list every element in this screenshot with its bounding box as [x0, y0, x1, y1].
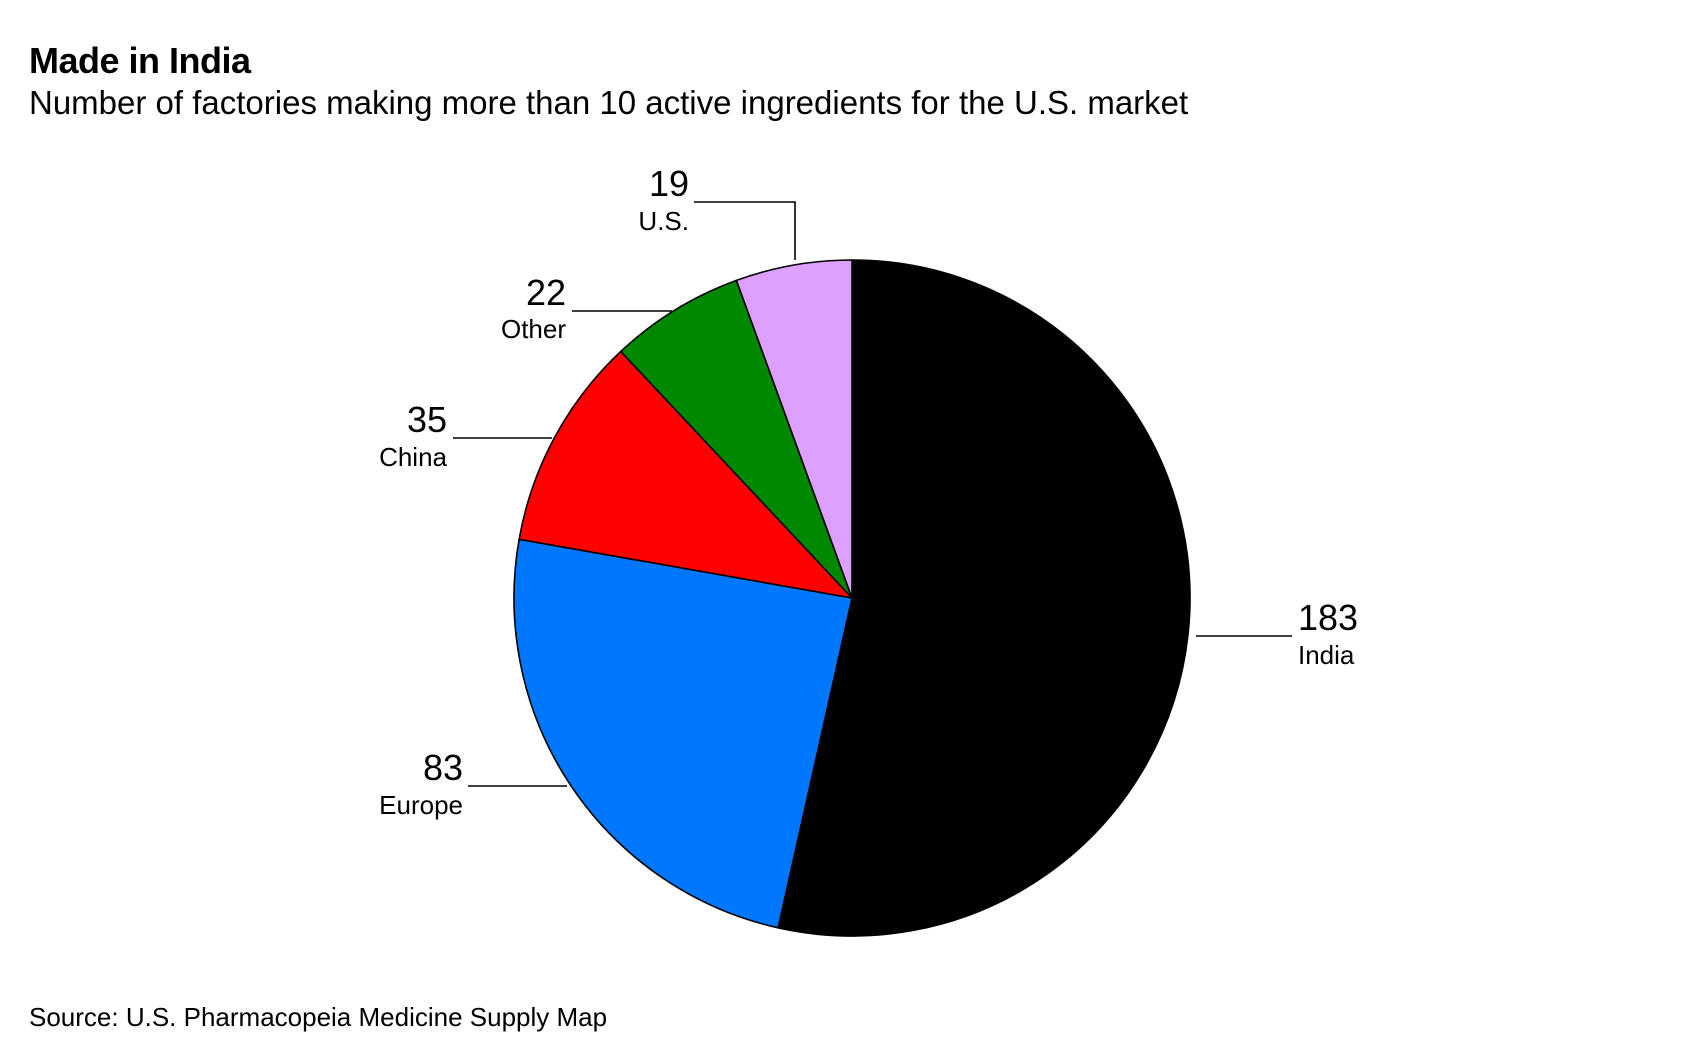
pie-slices	[513, 259, 1191, 937]
value-label-other: 22	[526, 272, 566, 313]
leader-lines	[453, 201, 1292, 787]
chart-title: Made in India	[29, 40, 251, 81]
name-label-china: China	[379, 442, 447, 472]
chart-subtitle: Number of factories making more than 10 …	[29, 84, 1189, 121]
chart-source: Source: U.S. Pharmacopeia Medicine Suppl…	[29, 1002, 608, 1032]
value-label-india: 183	[1298, 597, 1358, 638]
pie-slice-europe	[513, 538, 853, 929]
pie-slice-u-s	[735, 259, 853, 599]
pie-slice-india	[777, 259, 1191, 937]
name-label-other: Other	[501, 314, 566, 344]
leader-line-u-s	[694, 201, 796, 260]
pie-slice-china	[518, 350, 853, 599]
name-label-europe: Europe	[379, 790, 463, 820]
pie-slice-other	[620, 279, 853, 599]
value-label-europe: 83	[423, 747, 463, 788]
value-label-china: 35	[407, 399, 447, 440]
name-label-india: India	[1298, 640, 1355, 670]
value-label-u-s: 19	[649, 163, 689, 204]
name-label-u-s: U.S.	[638, 206, 689, 236]
